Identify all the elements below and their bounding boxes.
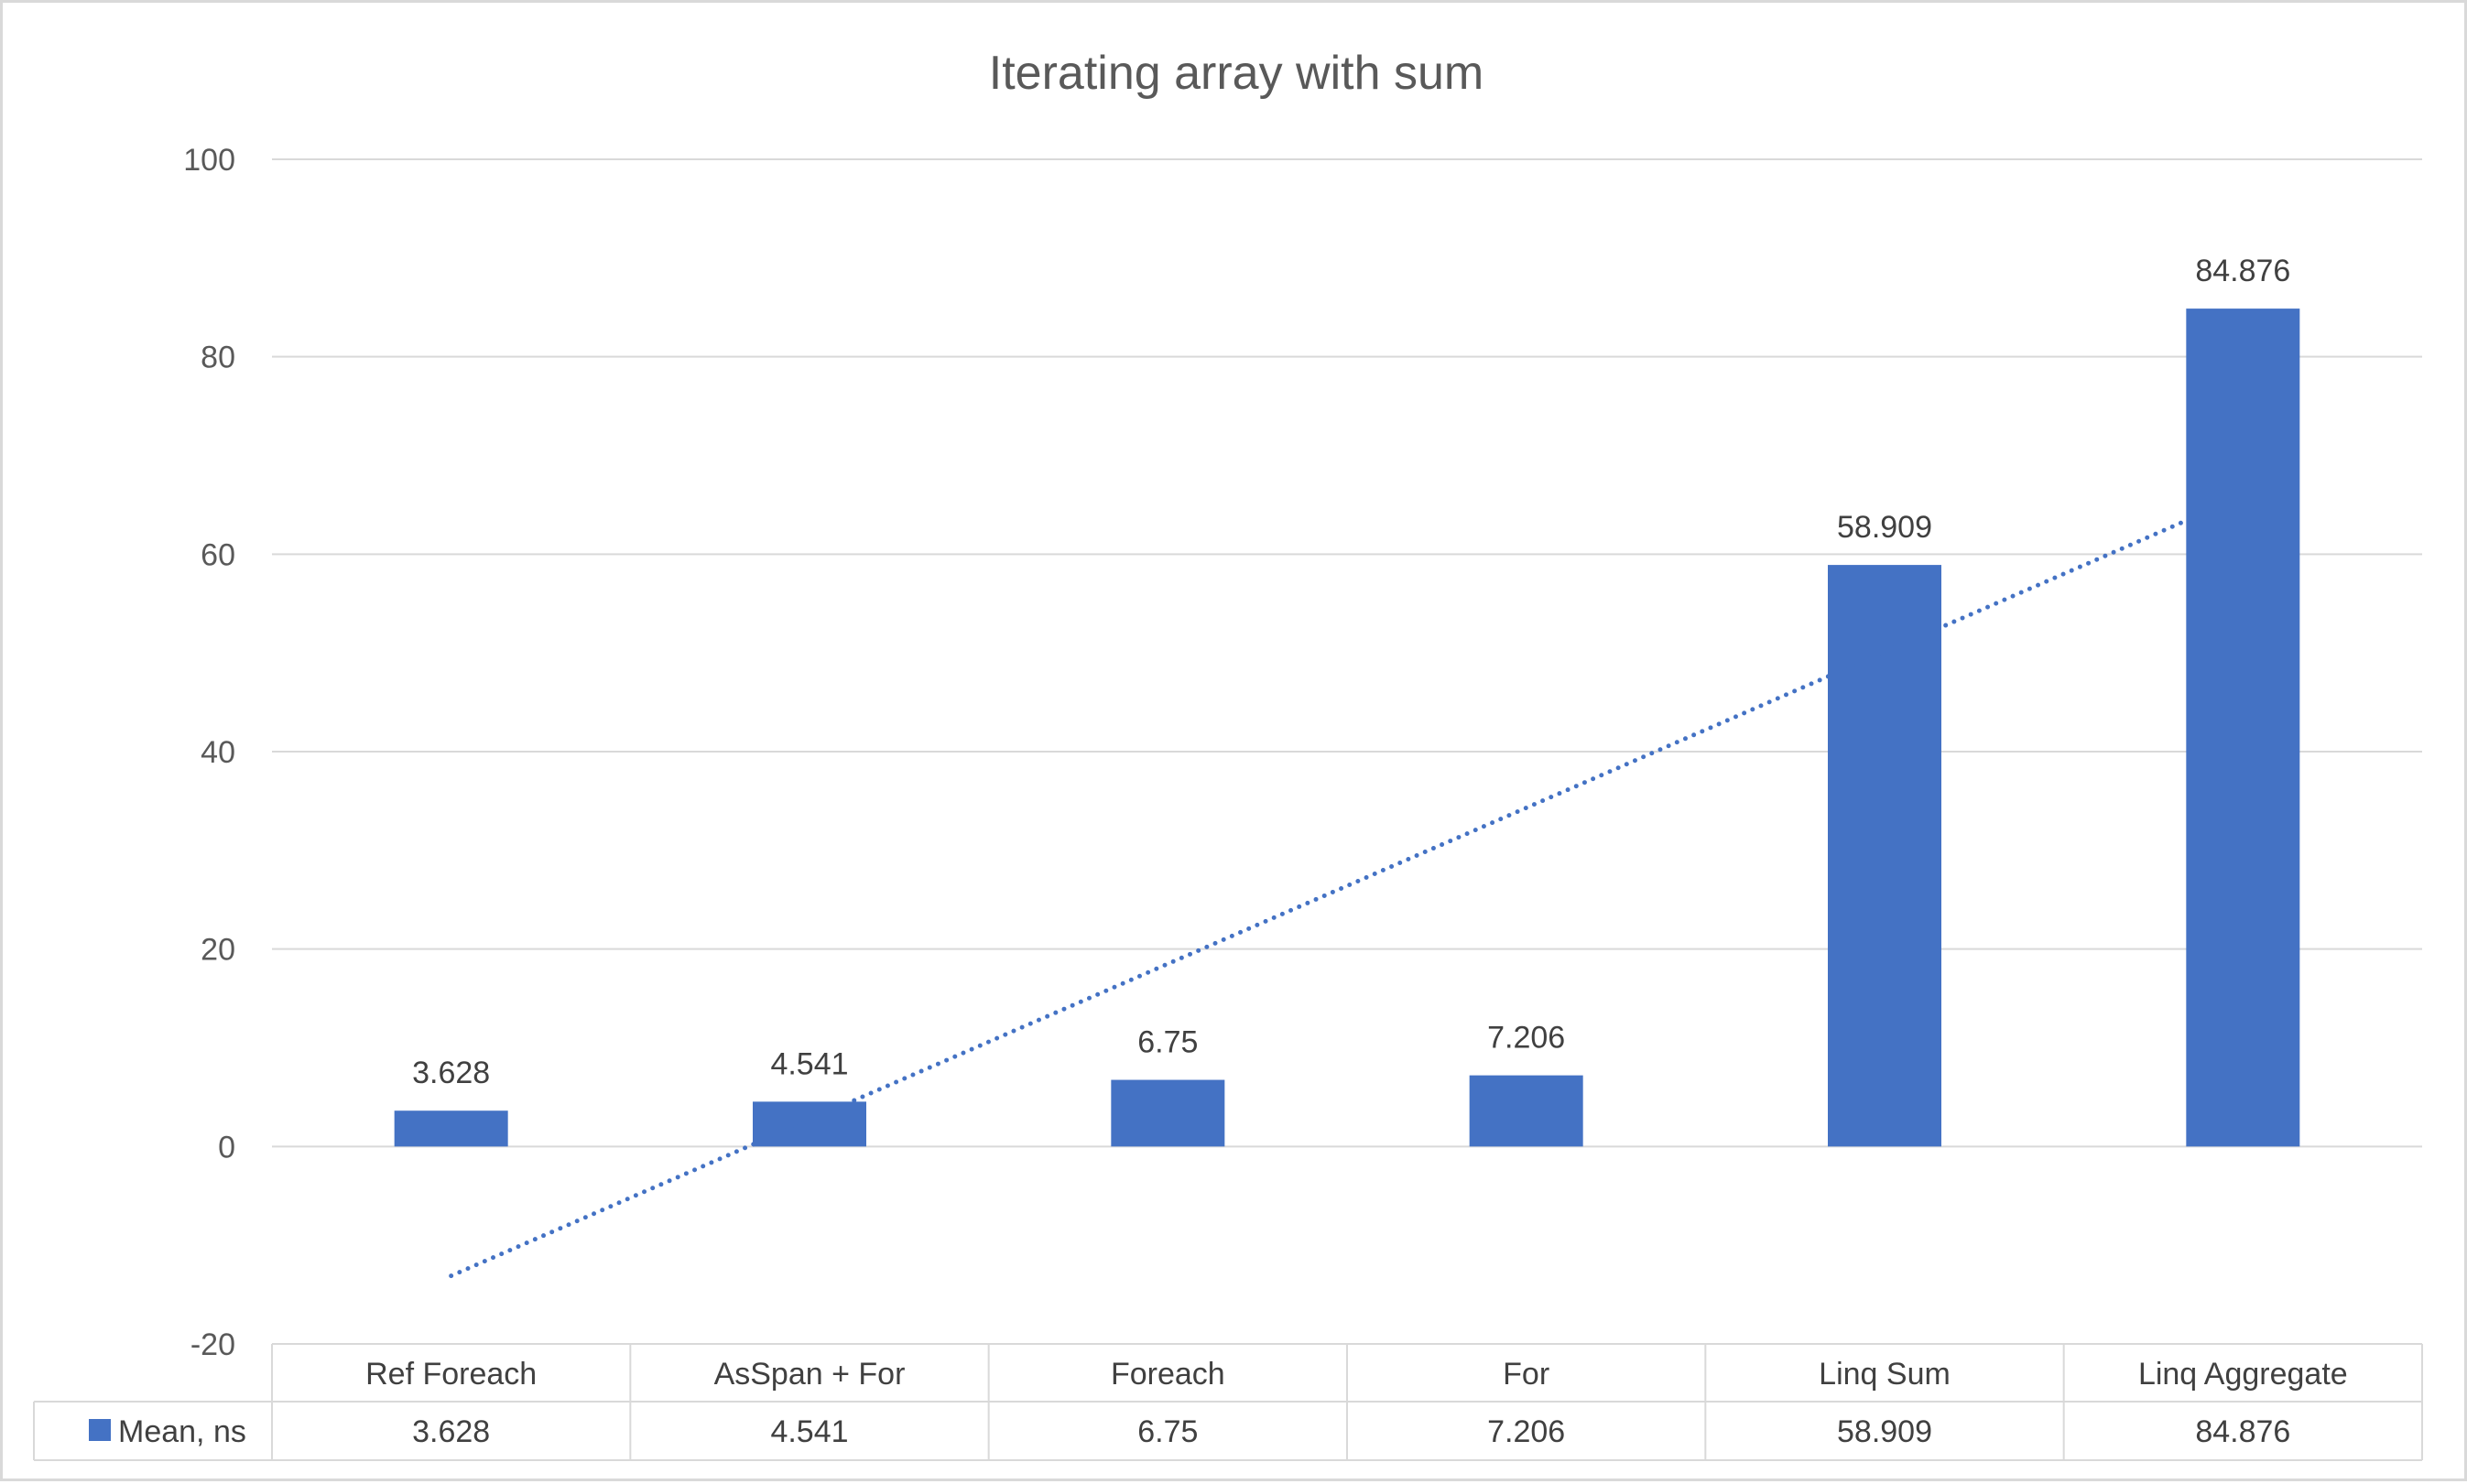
category-label: Ref Foreach: [365, 1357, 537, 1392]
data-label: 7.206: [1487, 1021, 1565, 1056]
data-label: 6.75: [1137, 1025, 1198, 1060]
table-value: 7.206: [1487, 1414, 1565, 1449]
table-value: 3.628: [412, 1414, 490, 1449]
bar: [394, 1110, 508, 1147]
data-table: Ref Foreach 3.628 AsSpan + For 4.541 Foreach…: [33, 1343, 2423, 1461]
legend-swatch: [89, 1419, 111, 1441]
table-value: 4.541: [770, 1414, 848, 1449]
y-tick-label: 100: [183, 143, 235, 178]
y-tick-label: -20: [190, 1327, 235, 1362]
category-label: Linq Aggregate: [2138, 1357, 2348, 1392]
trendline-line: [449, 493, 2245, 1279]
data-label: 58.909: [1837, 510, 1932, 545]
data-label: 84.876: [2195, 254, 2290, 288]
bar: [1111, 1079, 1225, 1147]
bar: [753, 1101, 866, 1147]
category-label: AsSpan + For: [714, 1357, 906, 1392]
y-tick-label: 20: [201, 933, 235, 968]
y-axis-ticks: -20 0 20 40 60 80 100: [183, 143, 235, 1362]
y-tick-label: 40: [201, 735, 235, 770]
data-label: 4.541: [770, 1046, 848, 1081]
table-value: 6.75: [1137, 1414, 1198, 1449]
y-tick-label: 80: [201, 341, 235, 375]
chart-svg: Iterating array with sum -20 0 20 40 60 80 100…: [33, 47, 2423, 1461]
table-value: 58.909: [1837, 1414, 1932, 1449]
bar: [1828, 565, 1941, 1147]
bar: [2186, 309, 2300, 1147]
bars: [394, 309, 2300, 1147]
data-labels: 3.628 4.541 6.75 7.206 58.909 84.876: [412, 254, 2290, 1090]
category-label: For: [1503, 1357, 1549, 1392]
bar: [1469, 1075, 1583, 1147]
y-tick-label: 60: [201, 537, 235, 572]
y-tick-label: 0: [218, 1130, 235, 1164]
category-label: Linq Sum: [1819, 1357, 1951, 1392]
legend-series-name: Mean, ns: [118, 1414, 246, 1449]
chart-title: Iterating array with sum: [989, 47, 1483, 100]
category-label: Foreach: [1111, 1357, 1225, 1392]
table-value: 84.876: [2195, 1414, 2290, 1449]
gridlines: [272, 158, 2422, 1148]
data-label: 3.628: [412, 1056, 490, 1090]
trendline: [449, 493, 2245, 1279]
